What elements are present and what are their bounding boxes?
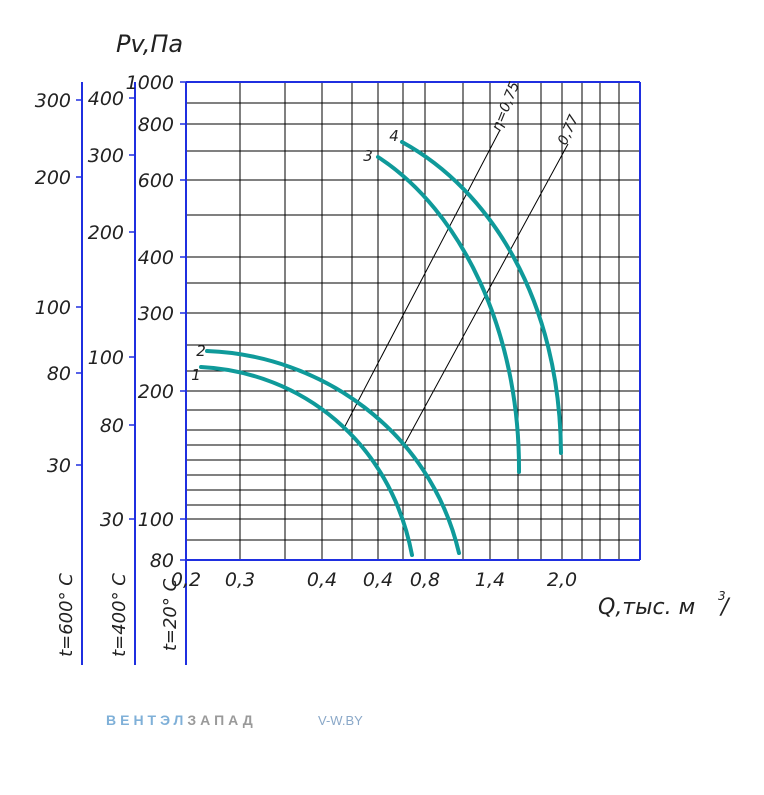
curve-label: 2 [196,342,206,360]
x-tick-label: 0,4 [307,569,337,591]
x-tick-label: 0,2 [171,569,201,591]
y-tick-label: 200 [35,167,71,189]
y-tick-label: 80 [47,363,71,385]
x-tick-label: 1,4 [475,569,505,591]
curve-label: 4 [389,127,399,145]
x-axis-title: Q,тыс. м [598,595,695,620]
x-tick-label: 0,4 [363,569,393,591]
site-url: V-W.BY [318,713,363,728]
efficiency-line [342,129,501,431]
y-tick-label: 800 [138,114,174,136]
y-tick-label: 200 [138,381,174,403]
temperature-label: t=20° С [160,578,181,651]
y-axis-title: Pv,Па [116,30,183,58]
y-tick-label: 400 [138,247,174,269]
x-tick-label: 2,0 [547,569,577,591]
y-tick-label: 30 [100,509,124,531]
brand-name-b: ЗАПАД [187,712,257,728]
temperature-label: t=600° С [56,573,77,657]
y-tick-label: 600 [138,170,174,192]
x-tick-label: 0,3 [225,569,255,591]
brand-logo: ВЕНТЭЛЗАПАД [106,712,257,728]
y-tick-label: 100 [35,297,71,319]
curve-label: 3 [363,147,373,165]
y-tick-label: 300 [88,145,124,167]
y-tick-label: 30 [47,455,71,477]
y-tick-label: 200 [88,222,124,244]
performance-curve [199,365,414,557]
y-tick-label: 300 [138,303,174,325]
performance-curve [205,349,461,555]
y-tick-label: 80 [100,415,124,437]
efficiency-label: 0,77 [555,113,582,148]
y-tick-label: 100 [88,347,124,369]
temperature-label: t=400° С [109,573,130,657]
curve-label: 1 [191,366,201,384]
y-tick-label: 100 [138,509,174,531]
performance-curve [376,155,522,474]
x-tick-label: 0,8 [410,569,440,591]
x-axis-title-tail: / [719,595,731,620]
brand-name-a: ВЕНТЭЛ [106,712,188,728]
x-axis-title-sup: 3 [718,589,726,603]
y-tick-label: 300 [35,90,71,112]
performance-curve [400,140,563,455]
y-tick-label: 400 [88,88,124,110]
y-tick-label: 1000 [126,72,174,94]
y-tick-label: 80 [150,550,174,572]
